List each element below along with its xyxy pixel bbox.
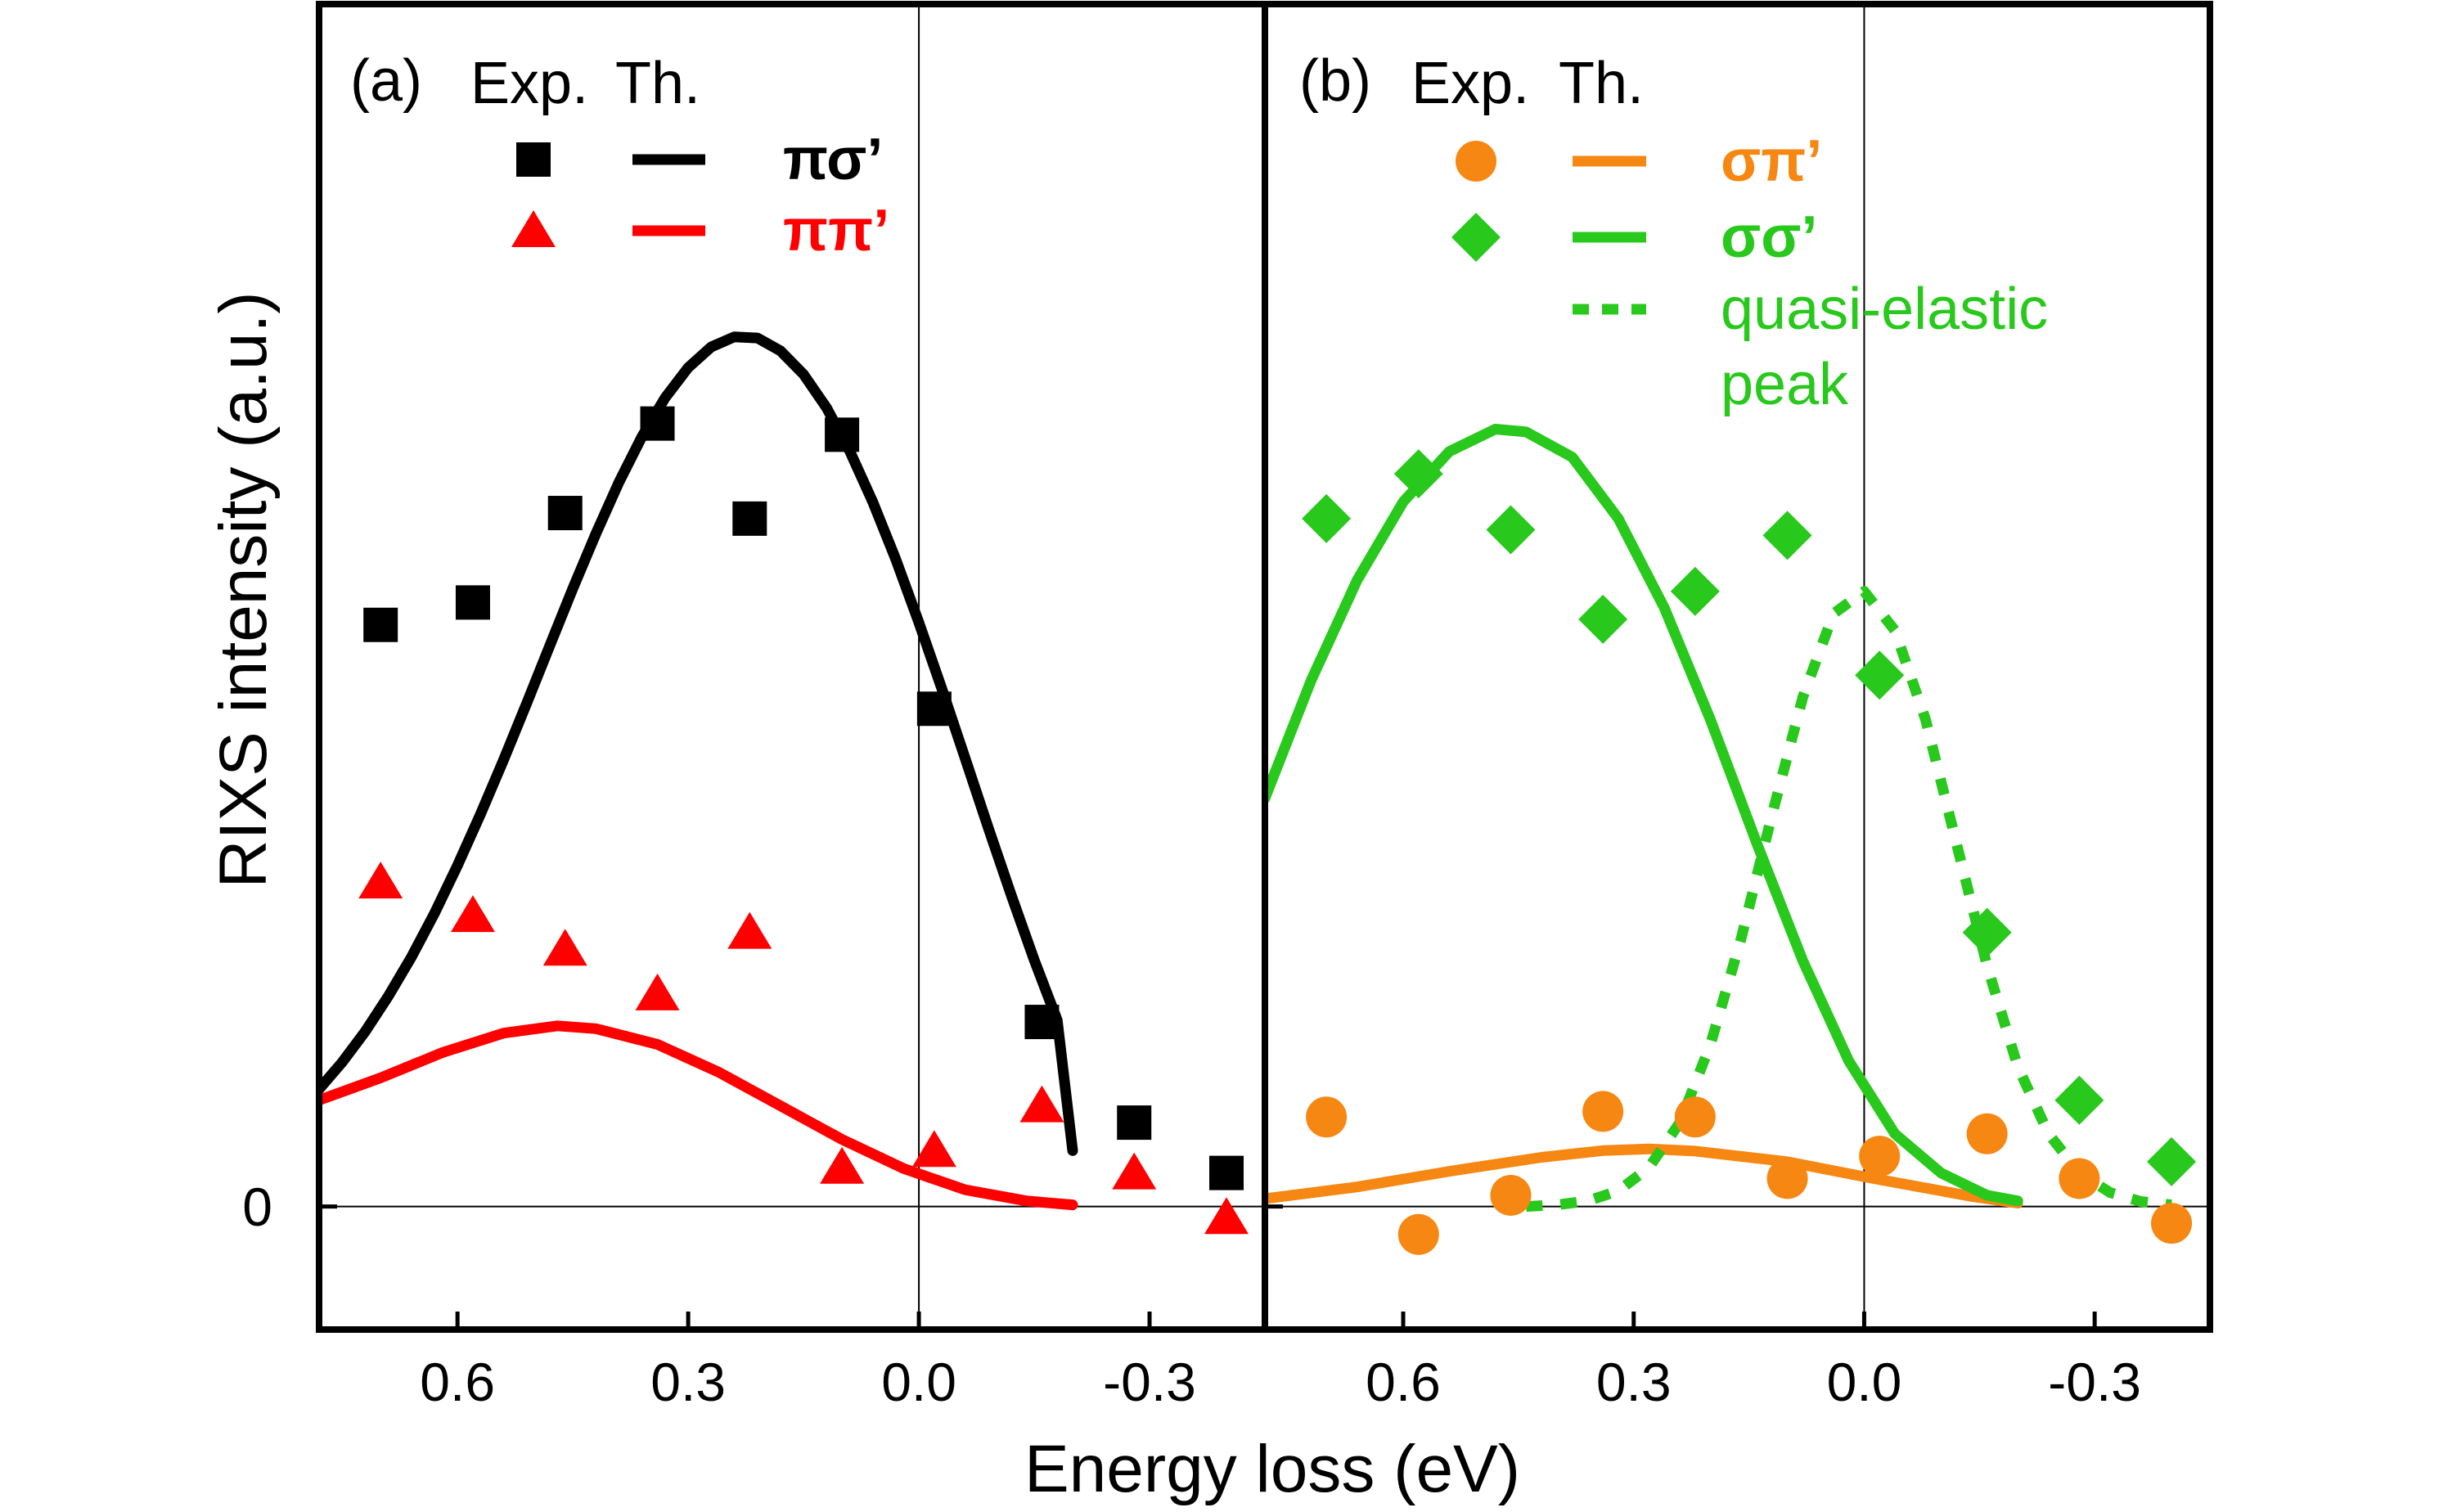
data-point-pipi-prime [820,1146,865,1184]
y-axis-label: RIXS intensity (a.u.) [206,291,281,888]
x-tick-label: 0.3 [650,1352,726,1412]
data-point-pisigma-prime [455,585,490,620]
legend-header-exp-a: Exp. [470,51,588,116]
data-point-pisigma-prime [640,406,675,441]
x-tick-label: 0.0 [1827,1352,1902,1412]
data-point-sigmapi-prime [1674,1096,1716,1138]
data-point-sigmasigma-prime [1855,650,1905,700]
x-tick-label: -0.3 [2048,1352,2141,1412]
panel-label-b: (b) [1299,48,1371,114]
x-axis-label: Energy loss (eV) [1024,1432,1520,1506]
legend-label-sigmapi-prime: σπ’ [1721,128,1822,194]
legend-header-th-b: Th. [1559,51,1644,116]
legend-marker-sigmasigma-prime [1451,213,1501,262]
data-point-pipi-prime [1019,1085,1064,1123]
legend-marker-pisigma-prime [516,142,551,177]
data-point-sigmasigma-prime [1762,511,1812,560]
data-point-pisigma-prime [547,496,583,531]
x-tick-label: 0.0 [881,1352,956,1412]
data-point-sigmapi-prime [1490,1174,1532,1216]
data-point-sigmasigma-prime [1486,505,1536,555]
data-point-pisigma-prime [825,417,860,452]
data-point-sigmapi-prime [1966,1113,2008,1154]
data-point-sigmasigma-prime [1302,493,1352,543]
data-point-sigmapi-prime [1582,1091,1624,1132]
data-point-pipi-prime [1204,1197,1249,1235]
data-point-sigmapi-prime [1859,1136,1901,1177]
panel-b: (b) Exp. Th. σπ’ σσ’ quasi-elastic peak 0.6… [1262,1,2213,1412]
theory-curve-pisigma-prime [319,331,1078,1156]
panel-a: (a) Exp. Th. πσ’ππ’ 0.6 0.3 0.0 -0.3 [316,1,1268,1412]
x-tick-label: -0.3 [1103,1352,1196,1412]
data-point-sigmapi-prime [1766,1158,1808,1199]
data-point-pipi-prime [1112,1152,1157,1190]
legend-label-quasi-elastic-peak-line2: peak [1721,352,1849,417]
data-point-pipi-prime [635,973,680,1010]
data-point-sigmapi-prime [1306,1096,1348,1138]
data-point-pipi-prime [358,862,403,899]
legend-marker-pipi-prime [511,210,556,247]
data-point-pisigma-prime [732,501,767,536]
data-point-pipi-prime [727,911,772,949]
data-point-sigmapi-prime [1397,1213,1439,1255]
legend-marker-sigmapi-prime [1456,141,1496,182]
theory-curve-sigmasigma-prime [1265,424,2023,1207]
data-point-sigmasigma-prime [1962,907,2012,957]
panel-label-a: (a) [350,48,422,114]
legend-header-exp-b: Exp. [1411,51,1529,116]
legend-label-sigmasigma-prime: σσ’ [1721,205,1818,270]
x-tick-label: 0.6 [420,1352,495,1412]
data-point-sigmasigma-prime [1578,594,1628,644]
x-tick-label: 0.6 [1366,1352,1441,1412]
data-point-pisigma-prime [1024,1005,1060,1040]
plot-frame [1262,1,2213,1333]
data-point-pipi-prime [450,895,495,933]
theory-curve-quasi-elastic-peak [1525,586,2172,1213]
data-point-sigmapi-prime [2059,1158,2100,1199]
legend-label-pisigma-prime: πσ’ [783,127,883,192]
data-point-pisigma-prime [1117,1105,1152,1141]
data-point-sigmasigma-prime [2147,1136,2197,1186]
data-point-sigmapi-prime [2151,1203,2193,1244]
data-point-pipi-prime [542,929,587,966]
data-point-pisigma-prime [916,691,952,727]
data-point-pipi-prime [911,1130,956,1168]
data-point-pisigma-prime [363,607,398,642]
legend-label-quasi-elastic-peak: quasi-elastic [1721,277,2048,342]
data-point-pisigma-prime [1209,1155,1244,1190]
legend-header-th-a: Th. [615,51,700,116]
y-zero-label: 0 [242,1177,272,1237]
data-point-sigmasigma-prime [1393,449,1443,499]
x-tick-label: 0.3 [1596,1352,1672,1412]
theory-curve-pipi-prime [319,1020,1078,1211]
data-point-sigmasigma-prime [2054,1075,2104,1125]
theory-curve-sigmapi-prime [1265,1143,2023,1208]
legend-label-pipi-prime: ππ’ [783,198,889,263]
data-point-sigmasigma-prime [1670,566,1720,616]
